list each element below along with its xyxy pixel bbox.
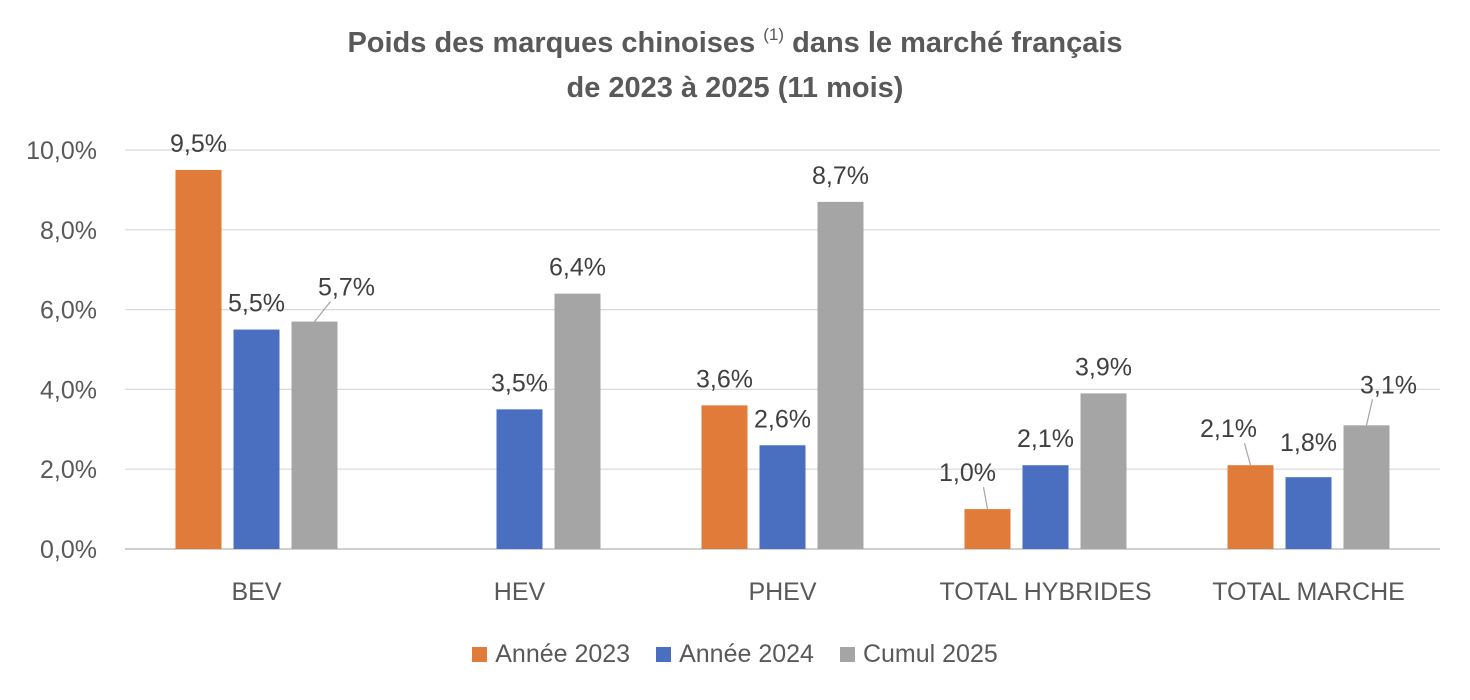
y-tick-label: 4,0% xyxy=(40,376,97,404)
leader-line xyxy=(314,301,331,322)
bar-ann-e-2024 xyxy=(759,445,806,549)
bar-ann-e-2023 xyxy=(701,405,748,549)
y-tick-label: 0,0% xyxy=(40,536,97,564)
x-tick-label: BEV xyxy=(231,578,281,606)
legend-item: Année 2023 xyxy=(472,640,630,669)
bar-ann-e-2024 xyxy=(1285,477,1332,549)
data-label: 3,1% xyxy=(1360,371,1417,399)
data-label: 5,5% xyxy=(228,290,285,318)
chart-title-line-2: de 2023 à 2025 (11 mois) xyxy=(566,72,904,104)
y-tick-label: 2,0% xyxy=(40,456,97,484)
legend-swatch xyxy=(472,647,488,662)
chart-title-footnote: (1) xyxy=(763,25,785,44)
bar-cumul-2025 xyxy=(554,293,601,549)
data-label: 1,0% xyxy=(939,459,996,487)
data-label: 3,5% xyxy=(491,369,548,397)
chart-title-part-a: Poids des marques chinoises xyxy=(347,27,756,59)
legend-item: Année 2024 xyxy=(656,640,814,669)
data-label: 1,8% xyxy=(1280,429,1337,457)
bar-cumul-2025 xyxy=(1080,393,1127,549)
legend-item: Cumul 2025 xyxy=(839,640,998,669)
y-tick-label: 6,0% xyxy=(40,297,97,325)
bar-cumul-2025 xyxy=(817,201,864,549)
legend-label: Année 2023 xyxy=(495,640,631,668)
data-label: 2,1% xyxy=(1017,425,1074,453)
data-label: 5,7% xyxy=(318,274,375,302)
bar-ann-e-2023 xyxy=(175,169,222,549)
leader-line xyxy=(1243,443,1252,466)
data-label: 2,1% xyxy=(1200,415,1257,443)
data-label: 9,5% xyxy=(170,130,227,158)
leader-line xyxy=(1365,399,1374,426)
y-tick-label: 10,0% xyxy=(26,137,97,165)
bar-ann-e-2024 xyxy=(1022,465,1069,549)
bar-ann-e-2023 xyxy=(1227,465,1274,549)
legend-label: Année 2024 xyxy=(679,640,814,668)
bar-ann-e-2023 xyxy=(964,509,1011,549)
x-tick-label: TOTAL HYBRIDES xyxy=(939,578,1151,606)
chart-title-line-1: Poids des marques chinoises (1) dans le … xyxy=(0,25,1470,60)
chart-title-part-b: dans le marché français xyxy=(792,27,1123,59)
bar-cumul-2025 xyxy=(1343,425,1390,549)
y-tick-label: 8,0% xyxy=(40,217,97,245)
data-label: 6,4% xyxy=(549,254,606,282)
legend-label: Cumul 2025 xyxy=(862,640,998,668)
legend-swatch xyxy=(656,647,672,662)
x-tick-label: TOTAL MARCHE xyxy=(1212,578,1405,606)
bar-ann-e-2024 xyxy=(233,329,280,549)
bar-ann-e-2024 xyxy=(496,409,543,549)
leader-line xyxy=(982,486,989,510)
chart-legend: Année 2023 Année 2024 Cumul 2025 xyxy=(0,640,1470,669)
x-tick-label: HEV xyxy=(494,578,546,606)
data-label: 2,6% xyxy=(754,405,811,433)
x-tick-label: PHEV xyxy=(748,578,816,606)
legend-swatch xyxy=(839,647,855,662)
data-label: 3,9% xyxy=(1075,353,1132,381)
data-label: 8,7% xyxy=(812,162,869,190)
data-label: 3,6% xyxy=(696,365,753,393)
bar-cumul-2025 xyxy=(291,321,338,549)
